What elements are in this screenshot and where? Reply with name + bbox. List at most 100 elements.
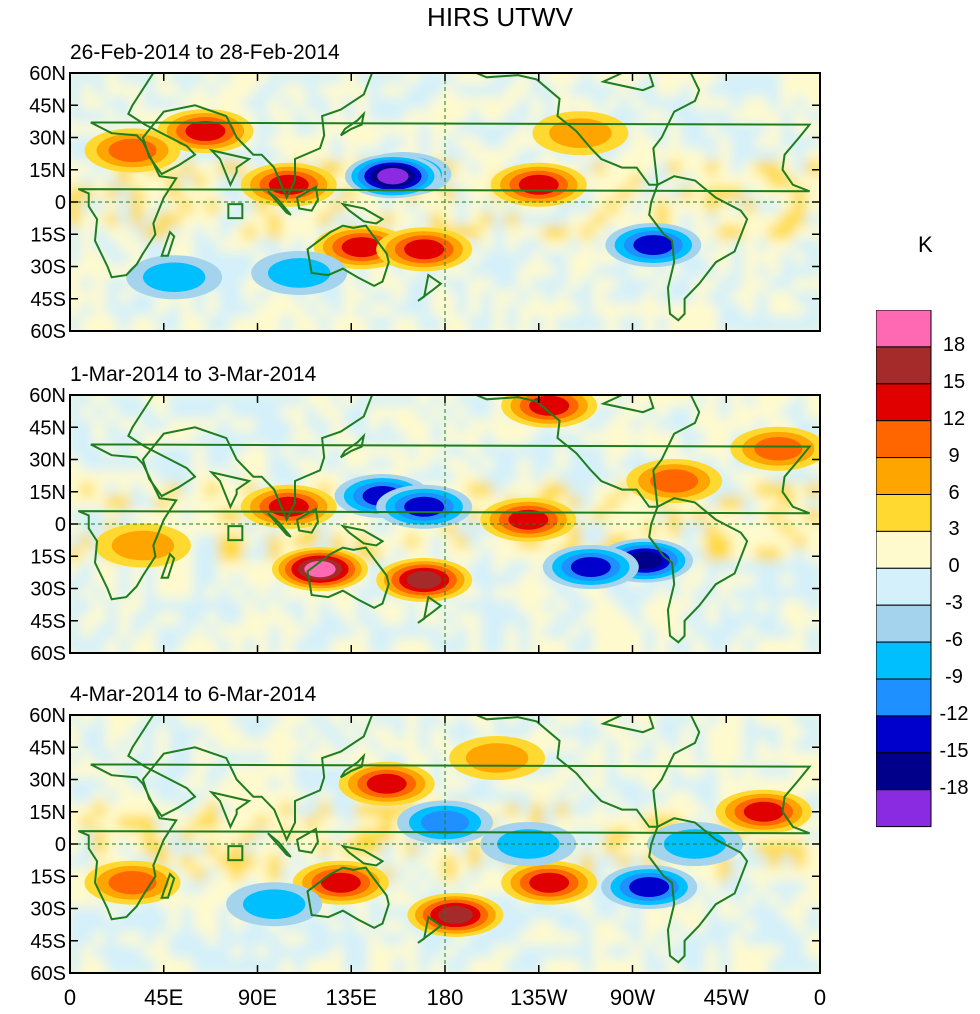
field-cell [80, 405, 97, 423]
field-cell [793, 290, 810, 308]
field-cell [668, 638, 685, 653]
field-cell [143, 764, 160, 782]
field-cell [755, 290, 772, 308]
field-cell [180, 738, 197, 756]
field-cell [580, 225, 597, 243]
field-cell [493, 251, 510, 269]
field-cell [193, 444, 210, 462]
field-cell [280, 444, 297, 462]
y-tick-label: 60S [30, 643, 66, 665]
x-tick-label: 90W [609, 985, 656, 1010]
field-cell [355, 444, 372, 462]
field-cell [755, 238, 772, 256]
panel-2-subtitle: 1-Mar-2014 to 3-Mar-2014 [70, 363, 317, 386]
field-cell [493, 790, 510, 808]
field-cell [418, 303, 435, 321]
field-cell [768, 906, 785, 924]
field-cell [630, 496, 647, 514]
field-cell [593, 893, 610, 911]
field-cell [555, 586, 572, 604]
field-cell [768, 405, 785, 423]
field-cell [255, 418, 272, 436]
field-cell [730, 738, 747, 756]
field-cell [693, 932, 710, 950]
colorbar-label: -9 [945, 666, 963, 688]
field-cell [793, 264, 810, 282]
field-cell [505, 483, 522, 501]
field-cell [105, 945, 122, 963]
coastline [648, 497, 749, 644]
field-cell [130, 200, 147, 217]
field-cell [130, 290, 147, 308]
colorbar-label: 15 [942, 370, 966, 393]
field-cell [555, 251, 572, 269]
field-cell [680, 522, 697, 539]
coastline [600, 73, 655, 92]
field-cell [168, 764, 185, 782]
field-cell [455, 83, 472, 101]
field-cell [743, 725, 760, 743]
field-cell [280, 625, 297, 643]
field-cell [143, 829, 160, 846]
field-cell [518, 212, 535, 230]
field-cell [718, 251, 735, 269]
field-cell [505, 599, 522, 617]
field-cell [318, 290, 335, 308]
colorbar-label: -15 [939, 739, 969, 762]
field-cell [393, 122, 410, 140]
field-cell [618, 200, 635, 217]
field-cell [418, 945, 435, 963]
field-cell [505, 444, 522, 462]
field-cell [768, 867, 785, 885]
field-cell [518, 83, 535, 101]
field-cell [293, 777, 310, 795]
field-cell [693, 764, 710, 782]
field-cell [130, 906, 147, 924]
field-cell [555, 803, 572, 821]
field-cell [305, 122, 322, 140]
field-cell [105, 764, 122, 782]
field-cell [693, 547, 710, 565]
field-cell [643, 764, 660, 782]
field-cell [743, 83, 760, 101]
field-cell [680, 573, 697, 591]
field-cell [405, 277, 422, 295]
field-cell [593, 522, 610, 539]
field-cell [693, 303, 710, 321]
field-cell [768, 945, 785, 963]
field-cell [355, 586, 372, 604]
field-cell [393, 854, 410, 872]
field-cell [480, 457, 497, 475]
field-cell [93, 725, 110, 743]
field-cell [155, 418, 172, 436]
field-cell [605, 777, 622, 795]
field-cell [455, 135, 472, 153]
field-cell [380, 96, 397, 114]
field-cell [730, 625, 747, 643]
field-cell [368, 906, 385, 924]
field-cell [443, 212, 460, 230]
field-cell [168, 945, 185, 963]
field-cell [105, 958, 122, 973]
field-cell [130, 483, 147, 501]
field-cell [143, 573, 160, 591]
field-cell [793, 612, 810, 630]
field-cell [805, 751, 820, 769]
field-cell [218, 777, 235, 795]
field-cell [480, 238, 497, 256]
field-cell [705, 932, 722, 950]
field-cell [805, 638, 820, 653]
field-cell [230, 225, 247, 243]
field-cell [218, 738, 235, 756]
field-cell [693, 790, 710, 808]
field-cell [105, 251, 122, 269]
field-cell [530, 148, 547, 166]
field-cell [505, 612, 522, 630]
field-cell [443, 148, 460, 166]
field-cell [543, 470, 560, 488]
field-cell [543, 612, 560, 630]
field-cell [655, 109, 672, 127]
field-cell [418, 725, 435, 743]
field-cell [493, 457, 510, 475]
field-cell [155, 212, 172, 230]
